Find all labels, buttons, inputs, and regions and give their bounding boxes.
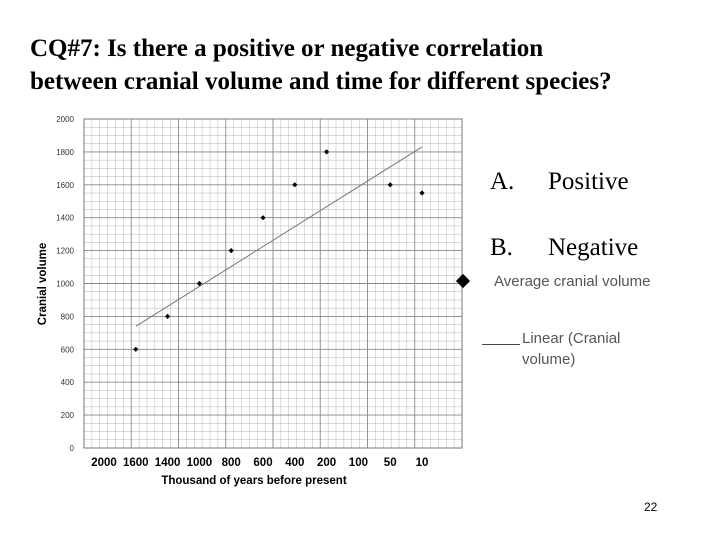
data-point bbox=[165, 313, 171, 319]
y-tick-label: 0 bbox=[70, 444, 75, 453]
page-number: 22 bbox=[644, 500, 658, 514]
x-tick-label: 400 bbox=[285, 457, 304, 469]
x-tick-label: 1000 bbox=[187, 457, 213, 469]
answer-option-b[interactable]: B. Negative bbox=[490, 234, 638, 268]
legend-trend-label: Linear (Cranial volume) bbox=[522, 330, 621, 368]
y-tick-labels: 0 200 400 600 800 1000 1200 1400 1600 1800 2000 bbox=[56, 115, 74, 453]
x-tick-label: 2000 bbox=[91, 457, 117, 469]
slide-title: CQ#7: Is there a positive or negative co… bbox=[30, 32, 710, 98]
grid-major bbox=[83, 118, 463, 449]
x-tick-label: 600 bbox=[253, 457, 272, 469]
y-tick-label: 1800 bbox=[56, 148, 74, 157]
answer-text: Negative bbox=[548, 234, 639, 261]
x-tick-label: 1600 bbox=[123, 457, 149, 469]
y-tick-label: 1400 bbox=[56, 214, 74, 223]
x-tick-label: 50 bbox=[384, 457, 397, 469]
x-tick-label: 800 bbox=[222, 457, 241, 469]
x-axis-title: Thousand of years before present bbox=[161, 475, 346, 487]
y-tick-label: 800 bbox=[61, 312, 75, 321]
y-tick-label: 1000 bbox=[56, 280, 74, 289]
data-point bbox=[196, 280, 202, 287]
data-points bbox=[133, 149, 425, 352]
trendline bbox=[135, 146, 423, 327]
trendline-legend-icon bbox=[482, 344, 520, 345]
answer-letter: A. bbox=[490, 168, 515, 195]
data-point bbox=[387, 182, 393, 188]
y-tick-label: 600 bbox=[61, 345, 75, 354]
answer-letter: B. bbox=[490, 234, 513, 261]
x-tick-label: 200 bbox=[317, 457, 336, 469]
answer-options: A. Positive B. Negative bbox=[490, 168, 638, 300]
x-tick-label: 100 bbox=[349, 457, 368, 469]
y-tick-label: 1600 bbox=[56, 181, 74, 190]
y-tick-label: 1200 bbox=[56, 247, 74, 256]
y-tick-label: 200 bbox=[61, 411, 75, 420]
title-line-2: between cranial volume and time for diff… bbox=[30, 68, 612, 95]
answer-option-a[interactable]: A. Positive bbox=[490, 168, 638, 202]
x-tick-labels: 2000 1600 1400 1000 800 600 400 200 100 50 10 bbox=[91, 457, 428, 469]
data-point bbox=[292, 182, 298, 188]
x-tick-label: 1400 bbox=[155, 457, 181, 469]
answer-text: Positive bbox=[548, 168, 629, 195]
data-point bbox=[228, 248, 234, 254]
y-axis-title: Cranial volume bbox=[37, 243, 49, 325]
data-point bbox=[324, 149, 330, 155]
data-point bbox=[419, 190, 425, 196]
y-tick-label: 400 bbox=[61, 378, 75, 387]
x-tick-label: 10 bbox=[416, 457, 429, 469]
y-tick-label: 2000 bbox=[56, 115, 74, 124]
data-point bbox=[260, 215, 266, 221]
legend-series-label: Average cranial volume bbox=[494, 273, 651, 290]
data-point bbox=[133, 346, 139, 352]
title-line-1: CQ#7: Is there a positive or negative co… bbox=[30, 35, 544, 62]
